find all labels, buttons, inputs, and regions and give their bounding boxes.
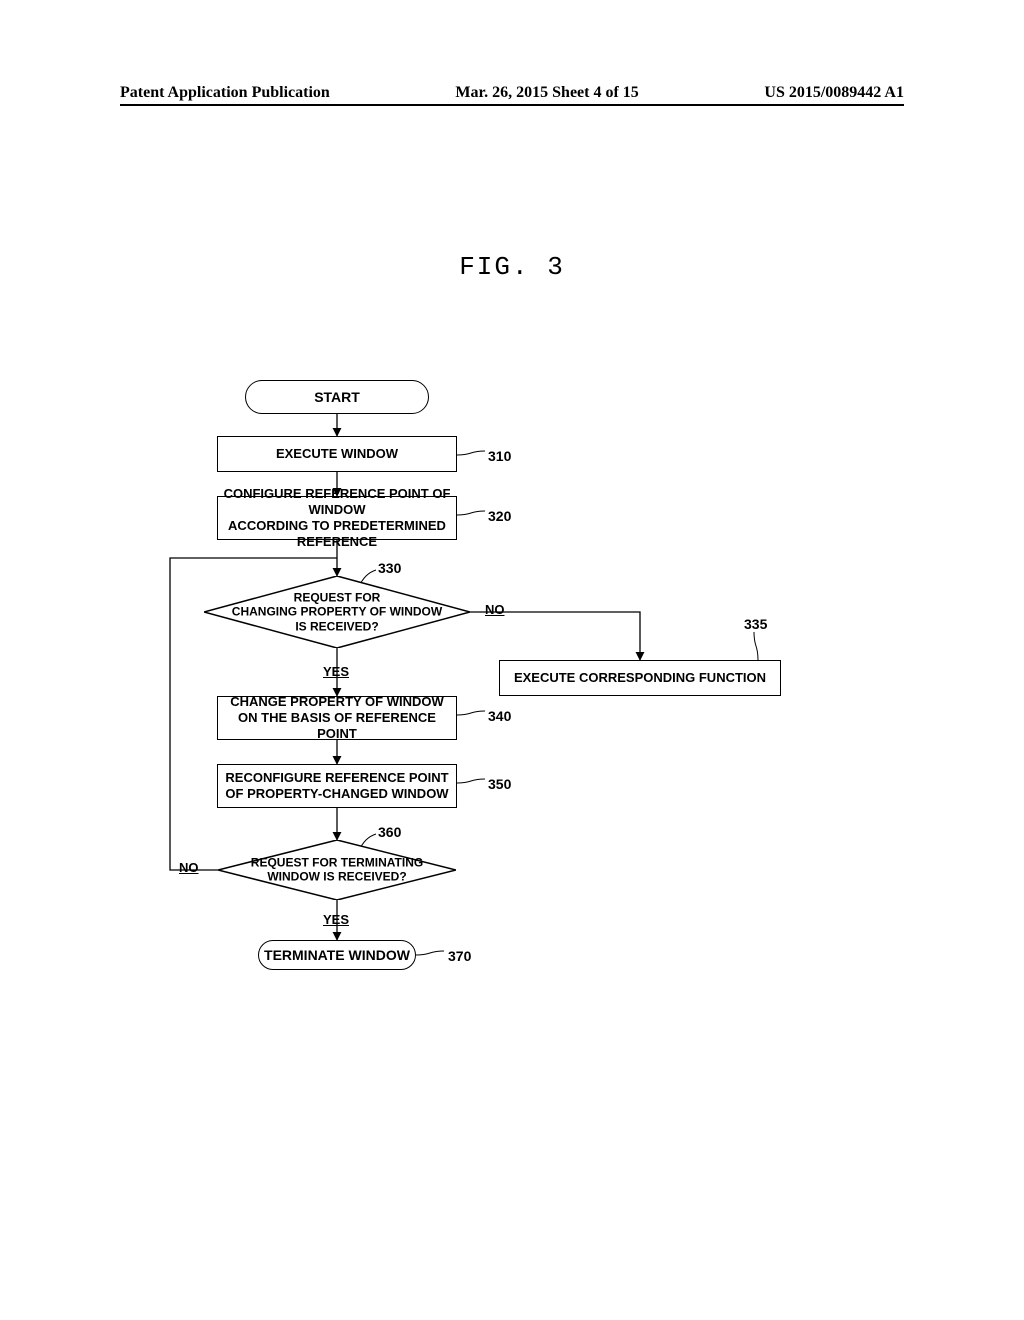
flow-decision-330: REQUEST FORCHANGING PROPERTY OF WINDOWIS… bbox=[204, 576, 470, 648]
flow-decision-360-label: REQUEST FOR TERMINATINGWINDOW IS RECEIVE… bbox=[251, 856, 423, 885]
ref-320: 320 bbox=[488, 508, 511, 524]
flow-step-320-label: CONFIGURE REFERENCE POINT OF WINDOWACCOR… bbox=[218, 486, 456, 551]
flow-decision-330-label: REQUEST FORCHANGING PROPERTY OF WINDOWIS… bbox=[232, 590, 442, 633]
flow-step-335: EXECUTE CORRESPONDING FUNCTION bbox=[499, 660, 781, 696]
header-center: Mar. 26, 2015 Sheet 4 of 15 bbox=[455, 84, 638, 102]
flow-step-350-label: RECONFIGURE REFERENCE POINTOF PROPERTY-C… bbox=[225, 770, 448, 803]
ref-360: 360 bbox=[378, 824, 401, 840]
ref-330: 330 bbox=[378, 560, 401, 576]
edge-label-yes-360: YES bbox=[323, 912, 349, 927]
flow-step-310-label: EXECUTE WINDOW bbox=[276, 446, 398, 462]
flow-decision-360: REQUEST FOR TERMINATINGWINDOW IS RECEIVE… bbox=[218, 840, 456, 900]
ref-350: 350 bbox=[488, 776, 511, 792]
ref-310: 310 bbox=[488, 448, 511, 464]
flow-step-340: CHANGE PROPERTY OF WINDOWON THE BASIS OF… bbox=[217, 696, 457, 740]
ref-340: 340 bbox=[488, 708, 511, 724]
flow-start-terminal: START bbox=[245, 380, 429, 414]
flow-step-350: RECONFIGURE REFERENCE POINTOF PROPERTY-C… bbox=[217, 764, 457, 808]
figure-title: FIG. 3 bbox=[0, 252, 1024, 282]
header-rule bbox=[120, 104, 904, 106]
flow-step-310: EXECUTE WINDOW bbox=[217, 436, 457, 472]
edge-label-no-330: NO bbox=[485, 602, 505, 617]
flow-end-label: TERMINATE WINDOW bbox=[264, 947, 410, 963]
header-left: Patent Application Publication bbox=[120, 84, 330, 102]
edge-label-yes-330: YES bbox=[323, 664, 349, 679]
flow-step-340-label: CHANGE PROPERTY OF WINDOWON THE BASIS OF… bbox=[218, 694, 456, 743]
flow-step-335-label: EXECUTE CORRESPONDING FUNCTION bbox=[514, 670, 766, 686]
patent-header: Patent Application Publication Mar. 26, … bbox=[120, 84, 904, 102]
ref-335: 335 bbox=[744, 616, 767, 632]
flow-start-label: START bbox=[314, 389, 360, 405]
header-right: US 2015/0089442 A1 bbox=[764, 84, 904, 102]
flow-step-320: CONFIGURE REFERENCE POINT OF WINDOWACCOR… bbox=[217, 496, 457, 540]
ref-370: 370 bbox=[448, 948, 471, 964]
flow-end-terminal: TERMINATE WINDOW bbox=[258, 940, 416, 970]
edge-label-no-360: NO bbox=[179, 860, 199, 875]
